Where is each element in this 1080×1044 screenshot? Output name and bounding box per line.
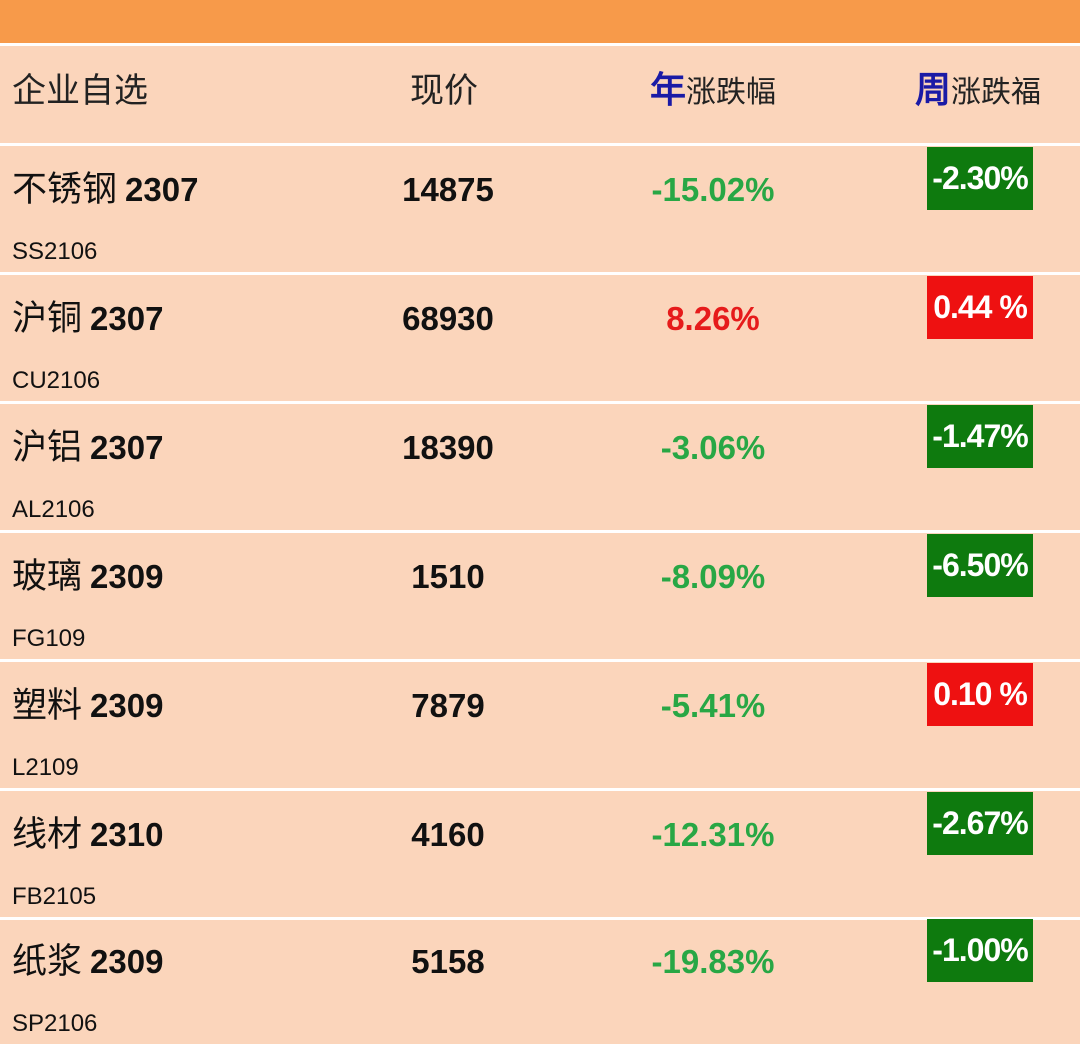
table-row[interactable]: 不锈钢 2307 SS2106 14875 -15.02% -2.30% bbox=[0, 146, 1080, 272]
year-accent-label: 年 bbox=[650, 70, 687, 111]
column-header-name: 企业自选 bbox=[12, 71, 148, 111]
table-row[interactable]: 纸浆 2309 SP2106 5158 -19.83% -1.00% bbox=[0, 918, 1080, 1044]
commodity-name: 不锈钢 2307 bbox=[12, 170, 199, 210]
table-row[interactable]: 塑料 2309 L2109 7879 -5.41% 0.10 % bbox=[0, 662, 1080, 788]
row-divider bbox=[0, 530, 1080, 533]
row-divider bbox=[0, 788, 1080, 791]
row-divider bbox=[0, 659, 1080, 662]
commodity-name: 沪铝 2307 bbox=[12, 428, 164, 468]
row-divider bbox=[0, 272, 1080, 275]
contract-code: SP2106 bbox=[12, 1010, 98, 1037]
contract-code: AL2106 bbox=[12, 496, 95, 523]
week-change-badge: 0.44 % bbox=[927, 276, 1033, 339]
week-change-badge: -6.50% bbox=[927, 534, 1033, 597]
row-divider bbox=[0, 917, 1080, 920]
commodity-name: 玻璃 2309 bbox=[12, 557, 164, 597]
current-price: 4160 bbox=[411, 816, 485, 853]
year-change: -8.09% bbox=[660, 558, 766, 595]
current-price: 18390 bbox=[402, 429, 494, 466]
top-banner bbox=[0, 0, 1080, 43]
table-row[interactable]: 沪铜 2307 CU2106 68930 8.26% 0.44 % bbox=[0, 275, 1080, 401]
week-accent-label: 周 bbox=[915, 70, 952, 111]
contract-code: L2109 bbox=[12, 754, 79, 781]
year-change: -15.02% bbox=[651, 171, 775, 208]
column-header-week-change: 周涨跌福 bbox=[915, 46, 1041, 143]
year-change: -3.06% bbox=[660, 429, 766, 466]
header-divider bbox=[0, 43, 1080, 46]
year-change: -19.83% bbox=[651, 943, 775, 980]
table-row[interactable]: 线材 2310 FB2105 4160 -12.31% -2.67% bbox=[0, 791, 1080, 917]
current-price: 1510 bbox=[411, 558, 485, 595]
year-change: 8.26% bbox=[666, 300, 760, 337]
commodity-name: 纸浆 2309 bbox=[12, 942, 164, 982]
current-price: 7879 bbox=[411, 687, 485, 724]
week-suffix-label: 涨跌福 bbox=[951, 75, 1042, 110]
commodity-name: 沪铜 2307 bbox=[12, 299, 164, 339]
year-suffix-label: 涨跌幅 bbox=[686, 75, 777, 110]
table-header: 企业自选 现价 年涨跌幅 周涨跌福 bbox=[0, 46, 1080, 143]
table-row[interactable]: 沪铝 2307 AL2106 18390 -3.06% -1.47% bbox=[0, 404, 1080, 530]
week-change-badge: 0.10 % bbox=[927, 663, 1033, 726]
week-change-badge: -1.47% bbox=[927, 405, 1033, 468]
contract-code: CU2106 bbox=[12, 367, 101, 394]
column-header-price: 现价 bbox=[410, 71, 478, 111]
year-change: -12.31% bbox=[651, 816, 775, 853]
commodity-name: 线材 2310 bbox=[12, 815, 164, 855]
row-divider bbox=[0, 143, 1080, 146]
week-change-badge: -2.67% bbox=[927, 792, 1033, 855]
week-change-badge: -1.00% bbox=[927, 919, 1033, 982]
contract-code: SS2106 bbox=[12, 238, 98, 265]
contract-code: FB2105 bbox=[12, 883, 97, 910]
week-change-badge: -2.30% bbox=[927, 147, 1033, 210]
year-change: -5.41% bbox=[660, 687, 766, 724]
contract-code: FG109 bbox=[12, 625, 86, 652]
current-price: 68930 bbox=[402, 300, 494, 337]
row-divider bbox=[0, 401, 1080, 404]
current-price: 14875 bbox=[402, 171, 494, 208]
column-header-year-change: 年涨跌幅 bbox=[650, 46, 776, 143]
commodity-name: 塑料 2309 bbox=[12, 686, 164, 726]
table-row[interactable]: 玻璃 2309 FG109 1510 -8.09% -6.50% bbox=[0, 533, 1080, 659]
current-price: 5158 bbox=[411, 943, 485, 980]
